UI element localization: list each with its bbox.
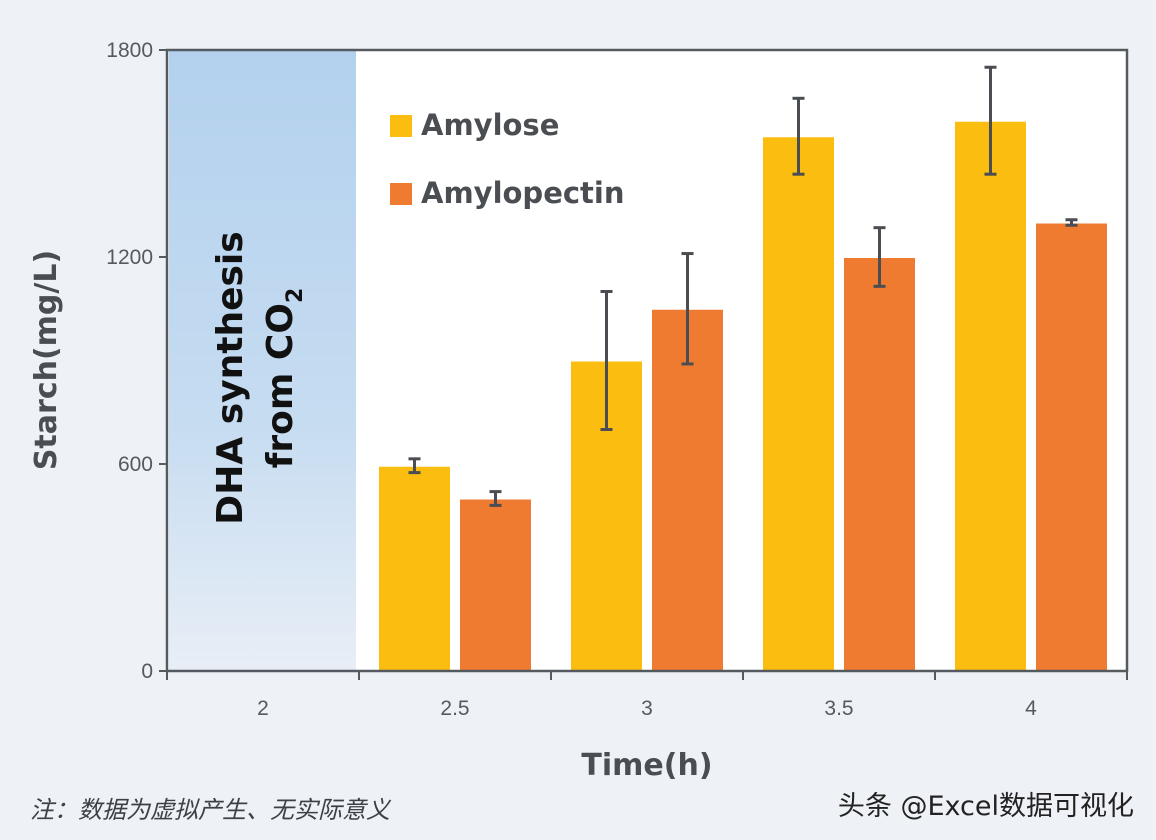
y-tick-label: 0: [141, 660, 153, 683]
legend-swatch-amylopectin: [390, 183, 412, 205]
bar-amylopectin-4: [1034, 221, 1109, 672]
error-bars-group: [408, 65, 1078, 507]
shaded-region-label-2: from CO2: [260, 288, 308, 469]
legend-label-amylose: Amylose: [421, 108, 559, 142]
y-tick-label: 600: [118, 453, 153, 476]
y-tick-label: 1200: [106, 246, 153, 269]
shaded-region: [169, 51, 356, 670]
y-tick-label: 1800: [106, 39, 153, 62]
bar-amylopectin-2.5: [458, 497, 533, 672]
x-tick-label: 4: [1025, 697, 1037, 720]
x-axis: 2 2.5 3 3.5 4: [166, 671, 1128, 720]
footnote: 注：数据为虚拟产生、无实际意义: [30, 796, 390, 824]
shaded-label-subscript: 2: [283, 288, 308, 303]
bar-amylose-2.5: [377, 464, 452, 672]
legend-swatch-amylose: [390, 115, 412, 137]
bar-amylopectin-3.5: [842, 256, 917, 672]
x-tick-label: 2.5: [440, 697, 469, 720]
shaded-region-label: DHA synthesis: [210, 231, 251, 524]
shaded-label-line2: from CO: [260, 303, 301, 468]
x-tick-label: 3.5: [824, 697, 853, 720]
bar-amylose-4: [953, 119, 1028, 673]
x-tick-label: 3: [641, 697, 653, 720]
shaded-label-line1: DHA synthesis: [210, 231, 251, 524]
legend-label-amylopectin: Amylopectin: [421, 176, 625, 210]
watermark: 头条 @Excel数据可视化: [837, 791, 1134, 822]
x-axis-title: Time(h): [581, 748, 712, 783]
y-axis-title: Starch(mg/L): [29, 250, 64, 470]
x-tick-label: 2: [257, 697, 269, 720]
bar-amylose-3.5: [761, 135, 836, 672]
plot-frame: [165, 48, 1129, 673]
y-axis: 0 600 1200 1800: [106, 39, 167, 683]
